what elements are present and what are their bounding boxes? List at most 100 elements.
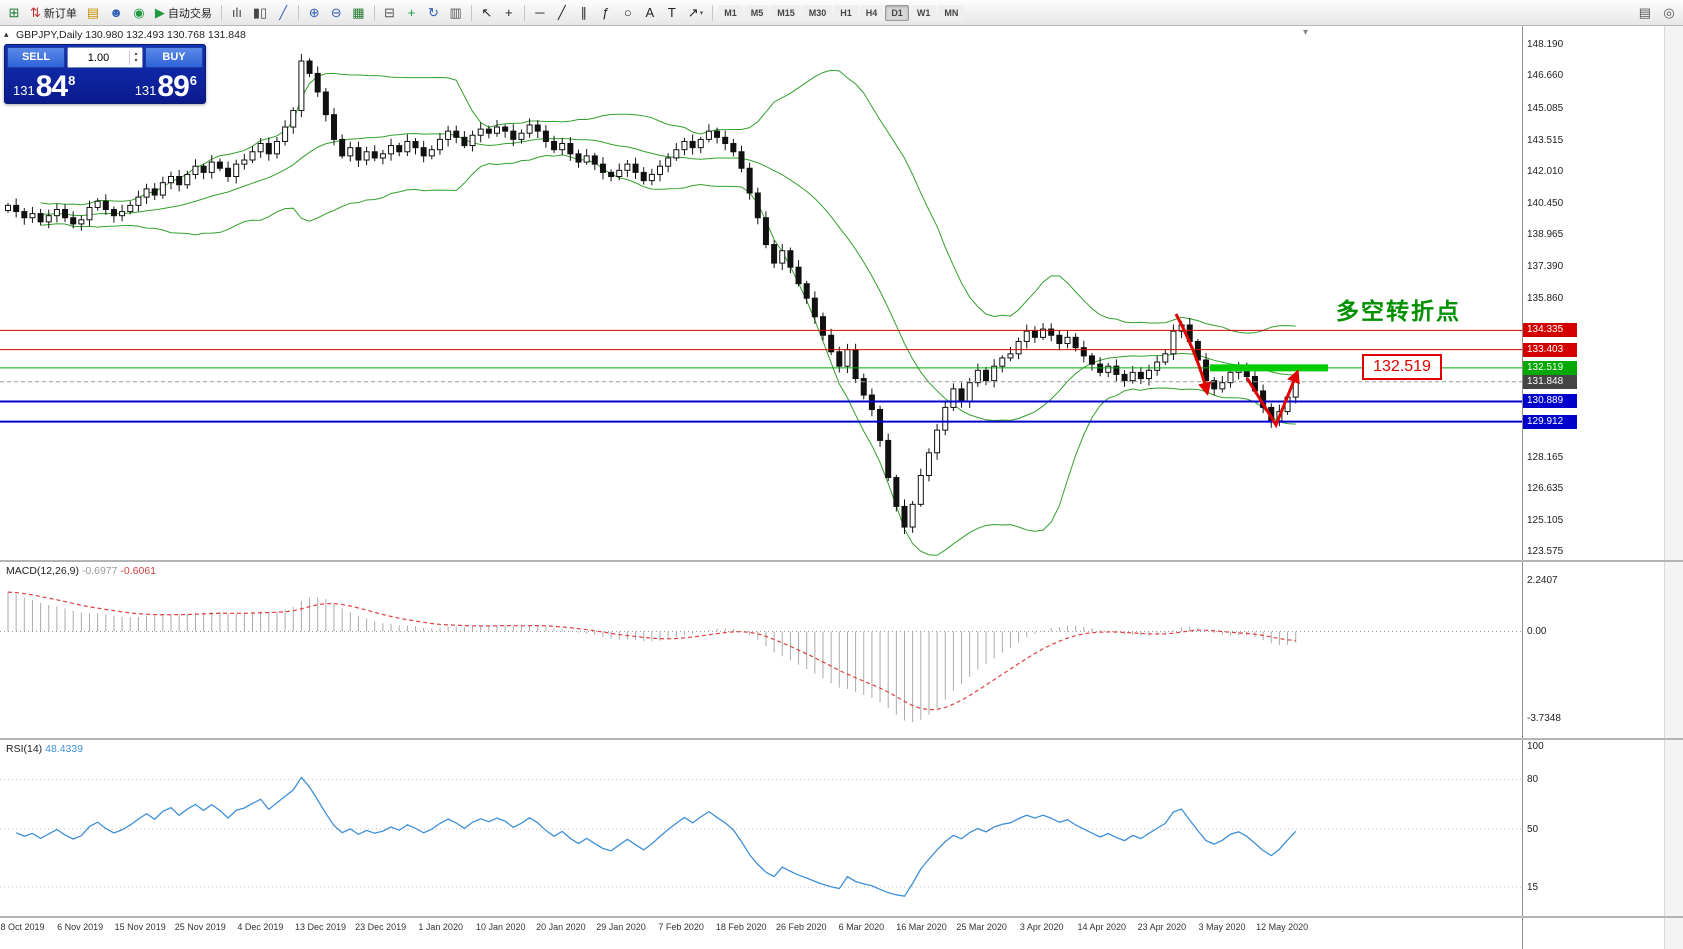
price-axis-label: 135.860 [1527,292,1564,304]
text-tool-button[interactable]: A [640,3,660,23]
hline-tool-button[interactable]: ─ [530,3,550,23]
date-axis-label: 23 Dec 2019 [355,922,407,932]
trendline-tool-button[interactable]: ╱ [552,3,572,23]
label-tool-button[interactable]: T [662,3,682,23]
date-axis-label: 13 Dec 2019 [294,922,347,932]
line-chart-mode-icon: ╱ [279,4,288,20]
timeframe-m5-button[interactable]: M5 [744,4,770,21]
rsi-canvas[interactable] [0,740,1522,916]
profiles-button[interactable]: ▤ [83,3,103,23]
calendar-button[interactable]: ▥ [446,3,466,23]
buy-price[interactable]: 131 89 6 [135,72,197,102]
sell-button[interactable]: SELL [7,47,65,68]
cursor-icon: ↖ [481,4,493,20]
info-icon: ◉ [133,4,145,20]
bollinger-bands [40,69,1296,556]
shapes-tool-button[interactable]: ○ [618,3,638,23]
bar-chart-mode-button[interactable]: ılı [227,3,247,23]
price-axis-label: 123.575 [1527,546,1564,558]
timeframe-w1-button[interactable]: W1 [910,4,937,21]
pane-resize-handle[interactable] [0,916,1683,918]
text-tool-icon: A [645,5,655,20]
price-tag: 133.403 [1523,342,1577,357]
date-axis-label: 7 Feb 2020 [658,922,704,932]
print-button[interactable]: ▤ [1635,3,1655,23]
chevron-down-icon: ▾ [699,9,704,17]
crosshair-button[interactable]: + [499,3,519,23]
main-chart-canvas[interactable] [0,26,1522,560]
level-lines [0,329,1522,423]
date-axis-label: 4 Dec 2019 [237,922,284,932]
symbol-info: GBPJPY,Daily 130.980 132.493 130.768 131… [16,29,246,41]
toolbar: ⊞ ⇅ 新订单 ▤ ☻ ◉ ▶ 自动交易 ılı ▮▯ ╱ ⊕ ⊖ ▦ ⊟ + ↻ ▥ ↖ + ─ ╱ ∥ ƒ ○ A T ↗ ▾ M1 M… [0,0,1683,26]
volume-down-button[interactable]: ▾ [134,57,138,64]
timeframe-m1-button[interactable]: M1 [718,4,743,21]
shapes-tool-icon: ○ [623,5,632,20]
zoom-in-icon: ⊕ [308,4,320,20]
cursor-button[interactable]: ↖ [477,3,497,23]
channel-tool-button[interactable]: ∥ [574,3,594,23]
add-indicator-icon: + [407,5,416,20]
volume-input[interactable] [68,51,129,64]
one-click-collapse-toggle[interactable]: ▴ [4,29,9,39]
buy-price-big: 89 [157,70,189,103]
date-axis[interactable] [0,918,1522,949]
price-axis-label: 146.660 [1527,70,1564,82]
toolbar-separator [470,4,472,21]
timeframe-m30-button[interactable]: M30 [802,4,833,21]
date-axis-label: 10 Jan 2020 [476,922,526,932]
price-tag: 131.848 [1523,374,1577,389]
search-button[interactable]: ◎ [1659,3,1679,23]
rsi-line [15,776,1297,897]
bar-chart-mode-icon: ılı [231,5,242,20]
sell-price[interactable]: 131 84 8 [13,72,75,102]
pane-resize-handle[interactable] [0,560,1683,562]
autotrading-button[interactable]: ▶ 自动交易 [151,3,216,23]
trend-arrows [1174,313,1300,429]
timeframe-d1-button[interactable]: D1 [885,4,909,21]
autotrading-label: 自动交易 [167,7,212,20]
chart-shift-marker: ▾ [1303,27,1309,38]
line-chart-mode-button[interactable]: ╱ [273,3,293,23]
auto-arrange-button[interactable]: ⊟ [380,3,400,23]
tile-windows-button[interactable]: ▦ [348,3,368,23]
timeframe-h1-button[interactable]: H1 [834,4,858,21]
macd-canvas[interactable] [0,562,1522,738]
sell-price-sup: 8 [68,73,76,88]
zoom-out-button[interactable]: ⊖ [326,3,346,23]
autotrading-icon: ▶ [154,4,165,20]
support-highlight-bar [1210,364,1328,372]
date-axis-label: 12 May 2020 [1256,922,1309,932]
fibonacci-tool-button[interactable]: ƒ [596,3,616,23]
new-chart-icon: ⊞ [8,4,20,20]
add-indicator-button[interactable]: + [402,3,422,23]
timeframe-mn-button[interactable]: MN [938,4,965,21]
zoom-in-button[interactable]: ⊕ [304,3,324,23]
macd-signal-line [7,591,1296,711]
macd-indicator-label: MACD(12,26,9) -0.6977 -0.6061 [6,565,157,577]
volume-control: ▴ ▾ [67,47,143,68]
candlestick-mode-button[interactable]: ▮▯ [249,3,271,23]
refresh-button[interactable]: ↻ [424,3,444,23]
price-callout: 132.519 [1362,354,1442,380]
pane-resize-handle[interactable] [0,738,1683,740]
info-button[interactable]: ◉ [129,3,149,23]
price-tag: 134.335 [1523,323,1577,338]
buy-button[interactable]: BUY [145,47,203,68]
date-axis-label: 6 Nov 2019 [57,922,104,932]
calendar-icon: ▥ [449,4,462,20]
new-order-button[interactable]: ⇅ 新订单 [26,3,81,23]
price-axis-border [1522,26,1523,949]
arrows-tool-button[interactable]: ↗ ▾ [684,3,707,23]
tile-windows-icon: ▦ [352,4,365,20]
macd-axis-label: 2.2407 [1527,574,1558,586]
sell-price-big: 84 [35,70,68,103]
turning-point-annotation: 多空转折点 [1336,298,1461,324]
volume-up-button[interactable]: ▴ [134,50,138,57]
new-chart-button[interactable]: ⊞ [4,3,24,23]
timeframe-h4-button[interactable]: H4 [859,4,884,21]
market-watch-button[interactable]: ☻ [105,3,127,23]
date-axis-label: 3 May 2020 [1198,922,1246,932]
timeframe-m15-button[interactable]: M15 [771,4,801,21]
